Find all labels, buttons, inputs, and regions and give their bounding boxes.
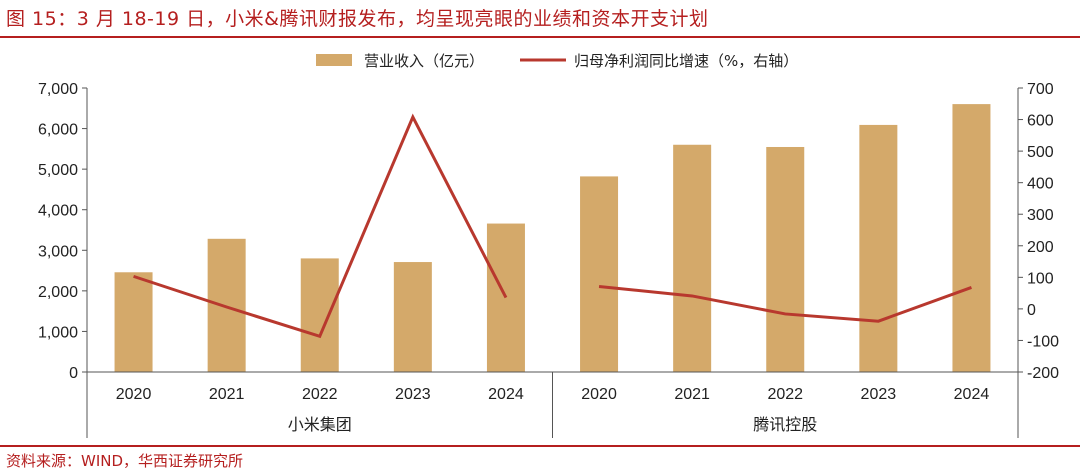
group-label-1: 腾讯控股 [753, 415, 817, 434]
bar-4 [486, 223, 525, 372]
x-tick-label-5: 2020 [581, 386, 617, 403]
bar-7 [766, 146, 805, 372]
right-tick-label-3: 100 [1027, 270, 1054, 287]
right-tick-label-1: -100 [1027, 333, 1059, 350]
left-tick-label-2: 2,000 [38, 284, 78, 301]
bottom-rule [0, 445, 1080, 447]
bar-3 [393, 262, 432, 372]
right-tick-label-9: 700 [1027, 81, 1054, 98]
left-tick-label-1: 1,000 [38, 324, 78, 341]
left-tick-label-3: 3,000 [38, 243, 78, 260]
left-tick-label-5: 5,000 [38, 162, 78, 179]
lines-layer [133, 113, 972, 339]
chart: 营业收入（亿元） 归母净利润同比增速（%，右轴） 0 1,000 2,000 3,00… [38, 52, 1059, 438]
x-tick-label-6: 2021 [674, 386, 710, 403]
top-rule [0, 36, 1080, 38]
right-tick-label-8: 600 [1027, 113, 1054, 130]
bars-layer [114, 104, 991, 372]
source-note: 资料来源：WIND，华西证券研究所 [6, 452, 244, 470]
axes-layer [86, 88, 1019, 438]
x-axis-ticks: 2020 2021 2022 2023 2024 2020 2021 2022 2023 2024 [116, 386, 990, 403]
x-tick-label-4: 2024 [488, 386, 524, 403]
x-tick-label-8: 2023 [861, 386, 897, 403]
bar-6 [673, 144, 712, 372]
legend-bar-swatch [316, 54, 352, 66]
x-tick-label-2: 2022 [302, 386, 338, 403]
right-tick-label-5: 300 [1027, 207, 1054, 224]
x-tick-label-1: 2021 [209, 386, 245, 403]
bar-9 [952, 104, 991, 372]
left-tick-label-4: 4,000 [38, 203, 78, 220]
right-tick-label-7: 500 [1027, 144, 1054, 161]
bar-0 [114, 272, 153, 372]
x-tick-label-0: 2020 [116, 386, 152, 403]
right-tick-label-2: 0 [1027, 302, 1036, 319]
right-tick-label-6: 400 [1027, 176, 1054, 193]
legend-line-label: 归母净利润同比增速（%，右轴） [574, 52, 798, 70]
figure-title: 图 15：3 月 18-19 日，小米&腾讯财报发布，均呈现亮眼的业绩和资本开支… [6, 8, 709, 30]
left-axis-ticks: 0 1,000 2,000 3,000 4,000 5,000 6,000 7,000 [38, 81, 87, 382]
right-tick-label-4: 200 [1027, 239, 1054, 256]
bar-5 [580, 176, 619, 372]
left-tick-label-7: 7,000 [38, 81, 78, 98]
group-labels: 小米集团 腾讯控股 [288, 415, 818, 434]
x-tick-label-7: 2022 [767, 386, 803, 403]
bar-2 [300, 258, 339, 372]
left-tick-label-6: 6,000 [38, 122, 78, 139]
left-tick-label-0: 0 [69, 365, 78, 382]
legend-bar-label: 营业收入（亿元） [364, 52, 484, 70]
x-tick-label-3: 2023 [395, 386, 431, 403]
right-axis-ticks: -200 -100 0 100 200 300 400 500 600 700 [1018, 81, 1059, 382]
right-tick-label-0: -200 [1027, 365, 1059, 382]
x-tick-label-9: 2024 [954, 386, 990, 403]
bar-8 [859, 124, 898, 372]
group-label-0: 小米集团 [288, 415, 352, 434]
legend: 营业收入（亿元） 归母净利润同比增速（%，右轴） [316, 52, 798, 70]
bar-1 [207, 238, 246, 372]
